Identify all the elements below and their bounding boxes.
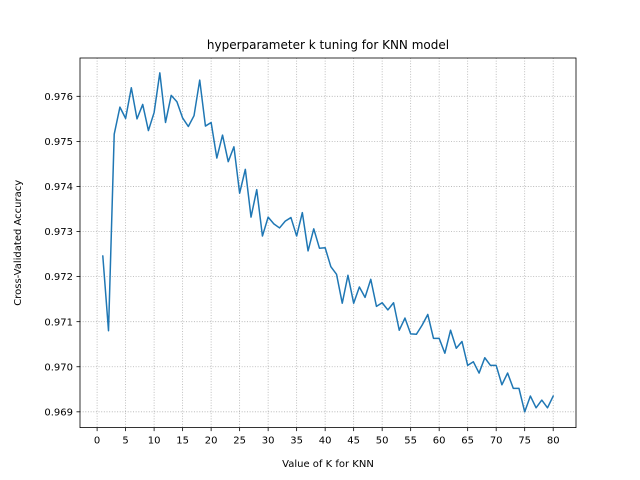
- y-tick-label: 0.970: [44, 362, 73, 373]
- y-tick-label: 0.969: [44, 407, 73, 418]
- y-tick-label: 0.976: [44, 92, 73, 103]
- y-tick-label: 0.971: [44, 317, 73, 328]
- x-tick-label: 80: [547, 436, 560, 447]
- y-tick-label: 0.972: [44, 272, 73, 283]
- x-tick-label: 60: [433, 436, 446, 447]
- x-tick-label: 65: [461, 436, 474, 447]
- x-tick-label: 40: [319, 436, 332, 447]
- x-tick-label: 5: [122, 436, 128, 447]
- x-axis-ticks: 0 5 10 15 20 25 30 35 40 45 50 55 60 65 70 75 80: [94, 427, 560, 447]
- chart-title: hyperparameter k tuning for KNN model: [207, 38, 449, 52]
- y-tick-label: 0.973: [44, 227, 73, 238]
- y-axis-label: Cross-Validated Accuracy: [13, 180, 24, 306]
- x-tick-label: 50: [376, 436, 389, 447]
- accuracy-line: [102, 72, 554, 413]
- x-axis-label: Value of K for KNN: [282, 459, 374, 470]
- x-tick-label: 15: [176, 436, 189, 447]
- x-tick-label: 75: [518, 436, 531, 447]
- y-axis-ticks: 0.969 0.970 0.971 0.972 0.973 0.974 0.975 0.976: [44, 92, 80, 418]
- x-tick-label: 55: [404, 436, 417, 447]
- x-tick-label: 10: [148, 436, 161, 447]
- x-tick-label: 70: [490, 436, 503, 447]
- y-tick-label: 0.974: [44, 182, 73, 193]
- x-tick-label: 45: [347, 436, 360, 447]
- plot-frame: [79, 57, 577, 429]
- x-tick-label: 0: [94, 436, 100, 447]
- x-tick-label: 25: [233, 436, 246, 447]
- x-tick-label: 35: [290, 436, 303, 447]
- y-tick-label: 0.975: [44, 137, 73, 148]
- x-tick-label: 20: [205, 436, 218, 447]
- x-tick-label: 30: [262, 436, 275, 447]
